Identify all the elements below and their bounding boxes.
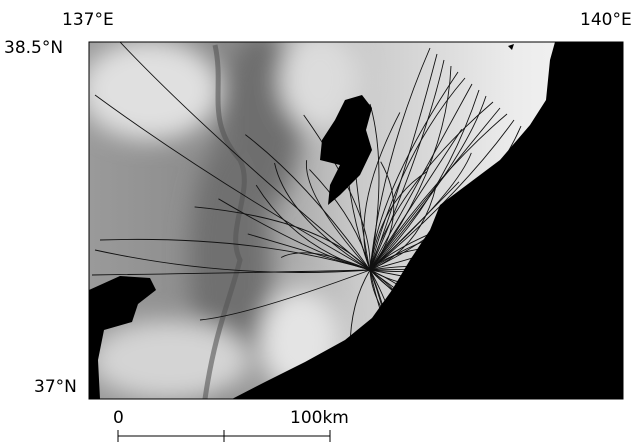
map-body <box>80 30 623 438</box>
lat-label: 38.5°N <box>4 38 63 58</box>
scale-end-label: 100km <box>290 408 349 428</box>
scale-bar <box>118 430 330 442</box>
lon-label: 137°E <box>62 10 114 30</box>
lon-label: 140°E <box>580 10 632 30</box>
scale-start-label: 0 <box>113 408 124 428</box>
map-figure: 137°E 140°E 38.5°N 37°N 0 100km <box>0 0 640 444</box>
lat-label: 37°N <box>34 377 77 397</box>
